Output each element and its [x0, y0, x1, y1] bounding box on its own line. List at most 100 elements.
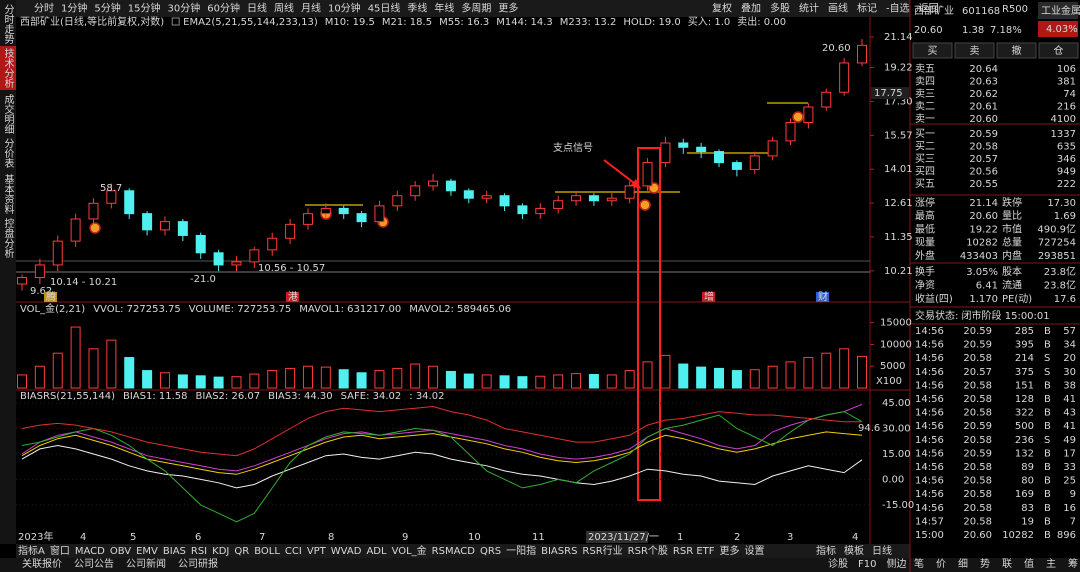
indicator-tab[interactable]: 指标A — [18, 544, 45, 557]
tool-tab[interactable]: 画线 — [828, 2, 848, 15]
trade-button[interactable] — [1038, 42, 1079, 59]
indicator-tab[interactable]: 一阳指 — [506, 544, 536, 557]
indicator-tab[interactable]: KDJ — [212, 546, 229, 557]
status-link[interactable]: 关联报价 — [22, 557, 62, 570]
status-link[interactable]: 公司公告 — [74, 557, 114, 570]
indicator-tab[interactable]: BIAS — [163, 546, 186, 557]
period-tab[interactable]: 15分钟 — [128, 2, 161, 15]
period-tab[interactable]: 多周期 — [461, 2, 491, 15]
indicator-tab[interactable]: CCI — [285, 546, 302, 557]
period-tab[interactable]: 更多 — [498, 2, 518, 15]
status-link[interactable]: F10 — [858, 559, 876, 570]
panel-tab[interactable]: 笔 — [914, 557, 924, 570]
indicator-tab[interactable]: RSR个股 — [628, 545, 668, 557]
period-tab[interactable]: 1分钟 — [61, 2, 87, 15]
indicator-tab[interactable]: VPT — [307, 546, 327, 557]
trade-button-label[interactable]: 卖 — [970, 45, 980, 57]
trade-button[interactable] — [912, 42, 953, 59]
indicator-tab[interactable]: QR — [234, 546, 249, 557]
panel-tab[interactable]: 主 — [1046, 558, 1056, 570]
indicator-tab[interactable]: BOLL — [254, 546, 280, 557]
tick-time: 14:56 — [915, 326, 944, 337]
trade-button-label[interactable]: 仓 — [1054, 44, 1064, 57]
legend-entry: BIAS3: 44.30 — [268, 391, 333, 402]
trade-button[interactable] — [954, 42, 995, 59]
legend-entry: MAVOL1: 631217.00 — [299, 304, 401, 315]
indicator-tab[interactable]: VOL_金 — [392, 544, 427, 557]
sidebar-tab[interactable]: 成交明细 — [2, 94, 14, 134]
candle-body — [34, 264, 45, 279]
indicator-tab[interactable]: 窗口 — [50, 544, 70, 557]
indicator-option[interactable]: 日线 — [872, 544, 892, 557]
sidebar-tab[interactable]: 分时走势 — [2, 4, 14, 45]
sidebar-tab[interactable]: 技术分析 — [2, 47, 14, 89]
status-link[interactable]: 公司研报 — [178, 557, 218, 570]
status-link[interactable]: 公司新闻 — [126, 557, 166, 570]
indicator-tab[interactable]: RSMACD — [432, 546, 476, 557]
period-tab[interactable]: 季线 — [407, 2, 427, 15]
tool-tab[interactable]: 多股 — [770, 2, 790, 15]
book-volume: 346 — [1057, 154, 1076, 165]
panel-tab[interactable]: 值 — [1024, 557, 1034, 570]
period-tab[interactable]: 5分钟 — [94, 2, 120, 15]
indicator-tab[interactable]: WVAD — [331, 546, 362, 557]
indicator-tab[interactable]: OBV — [110, 546, 131, 557]
x-tick-label: 6 — [195, 532, 201, 543]
indicator-tab[interactable]: MACD — [75, 546, 105, 557]
sidebar-tab[interactable]: 控盘分析 — [2, 217, 14, 259]
panel-tab[interactable]: 价 — [936, 558, 946, 570]
period-tab[interactable]: 周线 — [274, 2, 294, 15]
tool-tab[interactable]: 统计 — [799, 2, 819, 15]
sidebar-tab[interactable]: 基本资料 — [2, 173, 14, 215]
tick-count: 38 — [1063, 380, 1076, 391]
tool-tab[interactable]: 标记 — [857, 3, 877, 15]
trade-button-label[interactable]: 买 — [928, 45, 938, 57]
legend-entry: BIAS1: 11.58 — [123, 391, 188, 402]
period-tab[interactable]: 45日线 — [368, 2, 401, 15]
panel-tab[interactable]: 联 — [1002, 558, 1012, 570]
indicator-tab[interactable]: RSI — [191, 546, 207, 557]
tick-price: 20.58 — [963, 353, 992, 364]
tool-tab[interactable]: -自选 — [886, 2, 910, 15]
tool-tab[interactable]: 叠加 — [741, 3, 761, 15]
indicator-tab[interactable]: BIASRS — [541, 546, 577, 557]
period-tab[interactable]: 年线 — [434, 2, 454, 15]
tick-count: 9 — [1070, 489, 1076, 500]
tool-tab[interactable]: 返回 — [919, 3, 939, 15]
period-tab[interactable]: 30分钟 — [167, 2, 200, 15]
indicator-tab[interactable]: 更多 — [720, 544, 740, 557]
tick-volume: 10282 — [1002, 530, 1034, 541]
tick-side: B — [1044, 408, 1051, 419]
highlight-box — [637, 147, 661, 501]
period-tab[interactable]: 10分钟 — [328, 2, 361, 15]
candle-body — [839, 62, 850, 93]
sidebar-tab[interactable]: 分价表 — [2, 138, 14, 169]
indicator-tab[interactable]: 设置 — [745, 545, 765, 557]
panel-tab[interactable]: 细 — [958, 557, 968, 570]
period-tab[interactable]: 分时 — [34, 3, 54, 15]
indicator-tab[interactable]: RSR行业 — [582, 544, 622, 557]
indicator-tab[interactable]: QRS — [480, 546, 501, 557]
indicator-option[interactable]: 指标 — [816, 544, 836, 557]
indicator-tab[interactable]: ADL — [366, 546, 387, 557]
event-marker: 增 — [704, 290, 714, 303]
indicator-tab[interactable]: RSR ETF — [673, 546, 715, 557]
sector-name[interactable]: 工业金属 — [1041, 4, 1080, 17]
period-tab[interactable]: 日线 — [247, 2, 267, 15]
panel-tab[interactable]: 筹 — [1068, 557, 1078, 570]
indicator-option[interactable]: 模板 — [844, 544, 864, 557]
panel-tab[interactable]: 势 — [980, 557, 990, 570]
trade-button-label[interactable]: 撤 — [1012, 44, 1022, 57]
period-tab[interactable]: 月线 — [301, 2, 321, 15]
status-link[interactable]: 诊股 — [828, 557, 848, 570]
trade-button[interactable] — [996, 42, 1037, 59]
indicator-tab[interactable]: EMV — [136, 546, 158, 557]
tool-tab[interactable]: 复权 — [712, 2, 732, 15]
legend-entry: VOLUME: 727253.75 — [189, 304, 292, 315]
event-marker-box — [702, 292, 715, 302]
tick-time: 14:56 — [915, 421, 944, 432]
period-tab[interactable]: 60分钟 — [207, 2, 240, 15]
status-link[interactable]: 侧边 — [886, 557, 906, 570]
tick-side: B — [1044, 503, 1051, 514]
candle-body — [481, 195, 492, 199]
